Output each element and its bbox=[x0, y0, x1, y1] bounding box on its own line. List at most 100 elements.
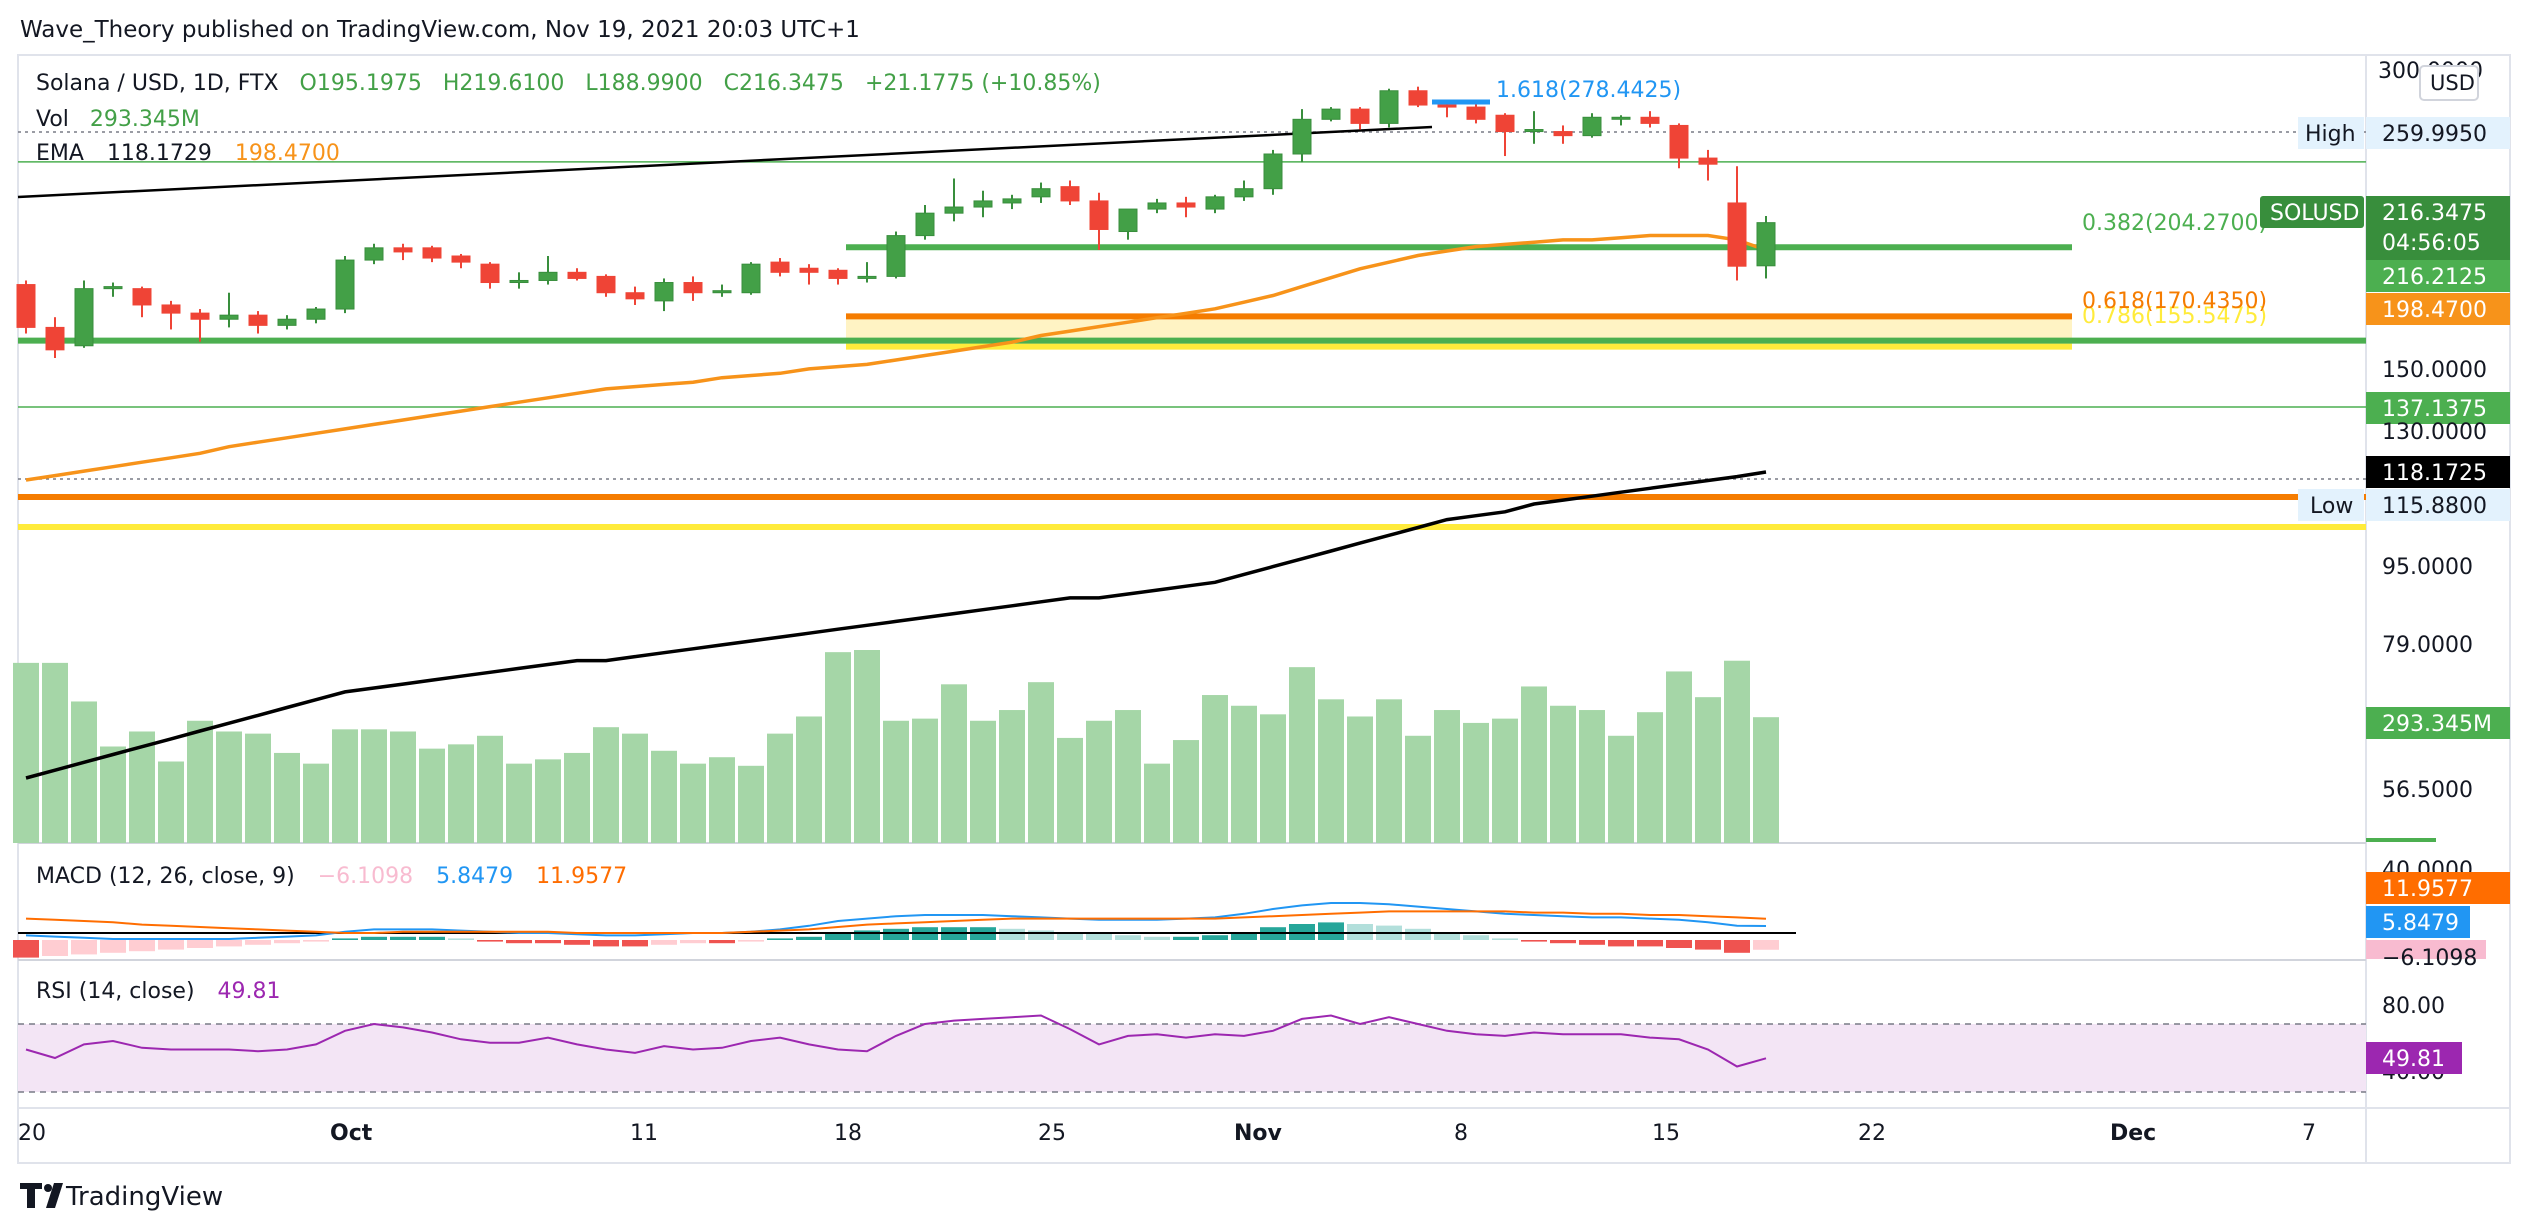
volume-bar bbox=[187, 720, 213, 843]
macd-pane bbox=[13, 902, 1796, 958]
macd-histogram-bar bbox=[1579, 940, 1605, 945]
candle-body bbox=[103, 286, 123, 290]
volume-bar bbox=[332, 729, 358, 843]
volume-bar bbox=[477, 735, 503, 843]
volume-bar bbox=[71, 701, 97, 843]
candle-body bbox=[683, 282, 703, 294]
symbol-tag-bg bbox=[2260, 196, 2364, 228]
candle-body bbox=[1640, 116, 1660, 124]
volume-bar bbox=[274, 752, 300, 843]
ema50-line bbox=[25, 233, 1767, 482]
volume-bar bbox=[390, 731, 416, 843]
legend-ema-label: EMA bbox=[36, 141, 84, 166]
volume-bar bbox=[1115, 710, 1141, 843]
volume-bar bbox=[1347, 716, 1373, 843]
time-label-22: 22 bbox=[1858, 1121, 1886, 1146]
volume-bar bbox=[1289, 667, 1315, 843]
candle-body bbox=[1234, 188, 1254, 198]
candle-body bbox=[1408, 90, 1428, 106]
candle-body bbox=[1495, 114, 1515, 133]
volume-bar bbox=[1057, 737, 1083, 843]
candle-body bbox=[915, 212, 935, 237]
candle-body bbox=[654, 282, 674, 302]
macd-histogram-bar bbox=[1231, 932, 1257, 940]
signal-line bbox=[25, 910, 1767, 934]
candle-body bbox=[1698, 157, 1718, 165]
macd-histogram-bar bbox=[738, 940, 764, 942]
legend-change: +21.1775 (+10.85%) bbox=[865, 71, 1101, 96]
volume-bar bbox=[941, 684, 967, 843]
candle-body bbox=[567, 271, 587, 279]
macd-histogram-bar bbox=[854, 930, 880, 940]
legend-close: C216.3475 bbox=[724, 71, 844, 96]
macd-histogram-bar bbox=[506, 940, 532, 944]
ema200-tag-bg bbox=[2366, 456, 2510, 488]
candle-body bbox=[132, 288, 152, 306]
volume-bar bbox=[622, 733, 648, 843]
tradingview-logo-dot bbox=[44, 1184, 52, 1192]
macd-histogram-bar bbox=[129, 940, 155, 952]
volume-bar bbox=[1434, 710, 1460, 843]
candle-body bbox=[596, 275, 616, 294]
candle-body bbox=[480, 263, 500, 284]
bar-countdown: 04:56:05 bbox=[2382, 231, 2481, 256]
fib-0786-label: 0.786(155.5475) bbox=[2082, 304, 2267, 329]
volume-bar bbox=[1753, 717, 1779, 843]
volume-bar bbox=[1463, 722, 1489, 843]
macd-histogram-bar bbox=[1724, 940, 1750, 953]
candle-body bbox=[1756, 222, 1776, 267]
macd-signal-tag: 11.9577 bbox=[2382, 877, 2473, 902]
candle-body bbox=[712, 290, 732, 294]
time-label-18: 18 bbox=[834, 1121, 862, 1146]
tradingview-logo-icon bbox=[20, 1183, 42, 1208]
volume-bar bbox=[419, 748, 445, 843]
macd-histogram-bar bbox=[245, 940, 271, 945]
macd-histogram-bar bbox=[448, 938, 474, 940]
time-label-oct: Oct bbox=[330, 1121, 373, 1146]
currency-button[interactable] bbox=[2419, 65, 2479, 101]
macd-histogram-bar bbox=[1492, 938, 1518, 940]
resistance-trendline bbox=[17, 125, 1433, 199]
volume-bar bbox=[796, 716, 822, 843]
volume-bar bbox=[1231, 705, 1257, 843]
candle-body bbox=[1292, 118, 1312, 155]
volume-bar bbox=[1405, 735, 1431, 843]
macd-histogram-bar bbox=[13, 940, 39, 958]
candle-body bbox=[161, 304, 181, 314]
volume-bar bbox=[1144, 763, 1170, 843]
time-label-20: 20 bbox=[18, 1121, 46, 1146]
macd-histogram-bar bbox=[1144, 936, 1170, 940]
tradingview-logo-text: TradingView bbox=[65, 1182, 223, 1212]
candle-body bbox=[625, 292, 645, 300]
legend-ema200: 118.1729 bbox=[107, 141, 212, 166]
macd-histogram-bar bbox=[796, 936, 822, 940]
candle-body bbox=[422, 247, 442, 259]
svg-text:Vol 293.345M: Vol 293.345M bbox=[36, 107, 200, 132]
candle-body bbox=[1350, 108, 1370, 124]
time-axis[interactable]: 20 Oct 11 18 25 Nov 8 15 22 Dec 7 bbox=[18, 1121, 2316, 1146]
legend-open: O195.1975 bbox=[300, 71, 422, 96]
macd-histogram-bar bbox=[1521, 940, 1547, 942]
volume-bar bbox=[1086, 720, 1112, 843]
price-axis[interactable]: 300.0000 USD High 259.9950 SOLUSD 216.34… bbox=[2260, 59, 2510, 1085]
volume-bar bbox=[216, 731, 242, 843]
volume-bar bbox=[1318, 699, 1344, 843]
volume-bar bbox=[1202, 695, 1228, 843]
time-label-15: 15 bbox=[1652, 1121, 1680, 1146]
time-label-dec: Dec bbox=[2110, 1121, 2156, 1146]
rsi-legend: RSI (14, close) 49.81 bbox=[36, 979, 281, 1004]
volume-bar bbox=[303, 763, 329, 843]
low-label-bg bbox=[2298, 489, 2364, 521]
last-price: 216.3475 bbox=[2382, 201, 2487, 226]
macd-histogram-bar bbox=[1057, 932, 1083, 940]
candle-body bbox=[1205, 196, 1225, 210]
candle-body bbox=[973, 200, 993, 208]
macd-histogram-bar bbox=[419, 936, 445, 940]
legend-vol-value: 293.345M bbox=[90, 107, 200, 132]
macd-histogram-bar bbox=[1405, 928, 1431, 940]
candle-body bbox=[1147, 202, 1167, 210]
candle-body bbox=[799, 267, 819, 273]
tradingview-logo[interactable]: TradingView bbox=[20, 1182, 223, 1212]
volume-bar bbox=[564, 752, 590, 843]
